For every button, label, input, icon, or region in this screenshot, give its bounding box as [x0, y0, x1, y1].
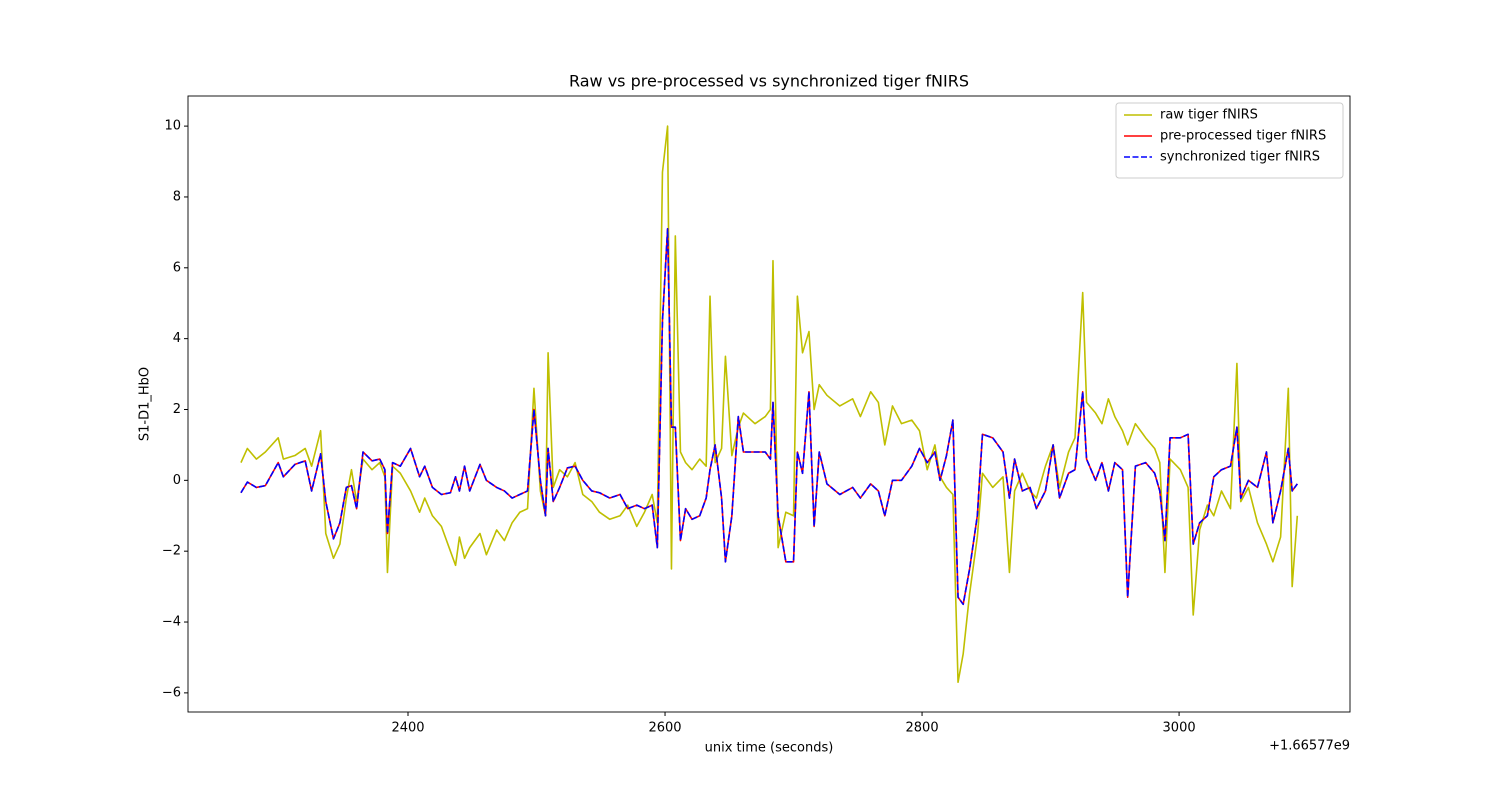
series-line [240, 228, 1298, 606]
series-line [240, 125, 1299, 684]
y-tick-label: 4 [173, 331, 181, 346]
y-tick-label: 8 [173, 189, 181, 204]
y-tick-label: 0 [173, 473, 181, 488]
chart-title: Raw vs pre-processed vs synchronized tig… [569, 72, 969, 91]
x-tick-label: 2800 [906, 721, 939, 736]
x-axis-label: unix time (seconds) [705, 741, 834, 756]
series-line [240, 228, 1298, 606]
y-tick-label: 6 [173, 260, 181, 275]
legend-label: raw tiger fNIRS [1160, 108, 1258, 123]
legend-label: synchronized tiger fNIRS [1160, 150, 1320, 165]
legend-label: pre-processed tiger fNIRS [1160, 129, 1326, 144]
x-tick-label: 3000 [1163, 721, 1196, 736]
legend-box [1115, 102, 1344, 179]
y-tick-label: −4 [162, 615, 181, 630]
y-tick-label: −2 [162, 544, 181, 559]
x-tick-label: 2400 [391, 721, 424, 736]
y-tick-label: 10 [164, 119, 181, 134]
y-tick-label: 2 [173, 402, 181, 417]
x-offset-label: +1.66577e9 [1269, 739, 1350, 754]
y-tick-label: −6 [162, 685, 181, 700]
plot-frame [187, 95, 1351, 713]
y-axis-label: S1-D1_HbO [138, 367, 153, 441]
x-tick-label: 2600 [648, 721, 681, 736]
